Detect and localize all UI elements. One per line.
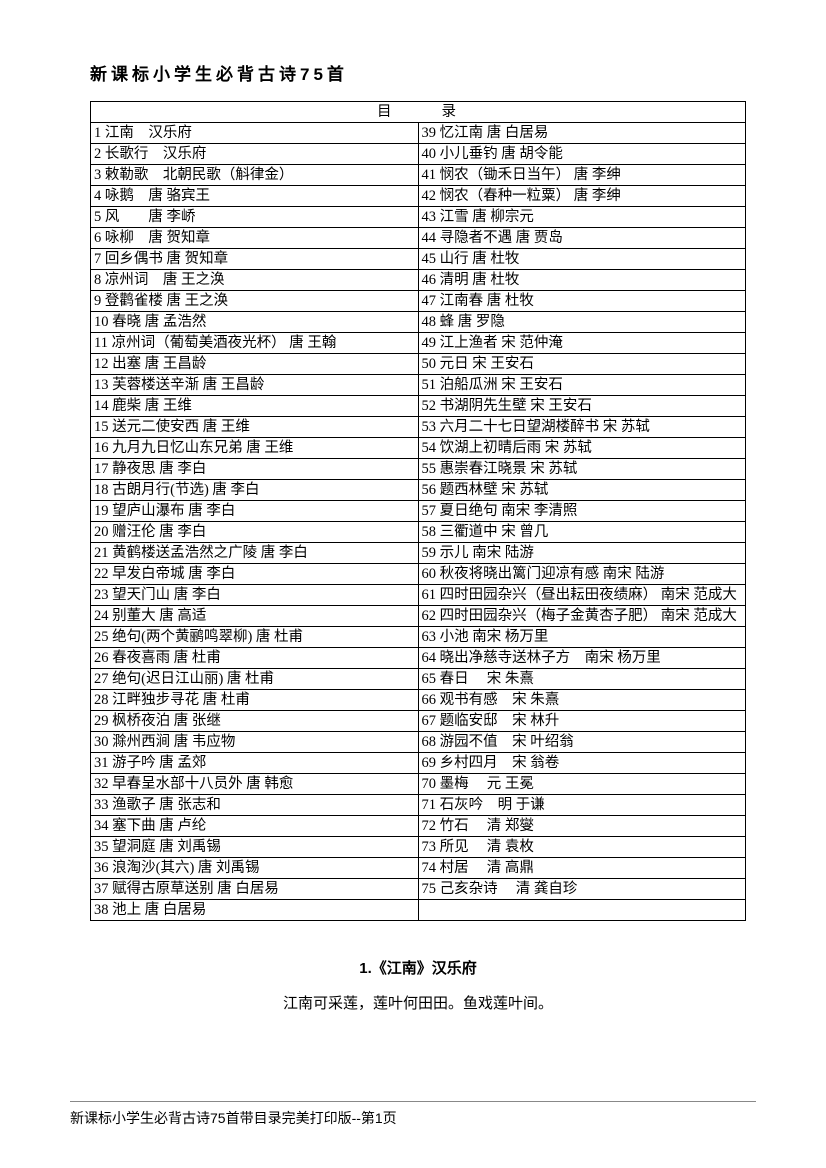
toc-cell-left: 32 早春呈水部十八员外 唐 韩愈 — [91, 774, 419, 795]
toc-cell-left: 13 芙蓉楼送辛渐 唐 王昌龄 — [91, 375, 419, 396]
toc-cell-right: 66 观书有感 宋 朱熹 — [418, 690, 746, 711]
toc-cell-left: 6 咏柳 唐 贺知章 — [91, 228, 419, 249]
toc-cell-right: 75 己亥杂诗 清 龚自珍 — [418, 879, 746, 900]
toc-cell-right: 44 寻隐者不遇 唐 贾岛 — [418, 228, 746, 249]
toc-cell-right: 51 泊船瓜洲 宋 王安石 — [418, 375, 746, 396]
toc-cell-left: 19 望庐山瀑布 唐 李白 — [91, 501, 419, 522]
toc-cell-right: 54 饮湖上初晴后雨 宋 苏轼 — [418, 438, 746, 459]
page-footer: 新课标小学生必背古诗75首带目录完美打印版--第1页 — [70, 1101, 756, 1128]
toc-cell-right: 46 清明 唐 杜牧 — [418, 270, 746, 291]
toc-cell-left: 14 鹿柴 唐 王维 — [91, 396, 419, 417]
toc-cell-left: 31 游子吟 唐 孟郊 — [91, 753, 419, 774]
toc-cell-right: 60 秋夜将晓出篱门迎凉有感 南宋 陆游 — [418, 564, 746, 585]
toc-cell-left: 15 送元二使安西 唐 王维 — [91, 417, 419, 438]
toc-cell-right: 43 江雪 唐 柳宗元 — [418, 207, 746, 228]
toc-table: 目录 1 江南 汉乐府39 忆江南 唐 白居易2 长歌行 汉乐府40 小儿垂钓 … — [90, 101, 746, 921]
toc-cell-right: 68 游园不值 宋 叶绍翁 — [418, 732, 746, 753]
toc-cell-right: 47 江南春 唐 杜牧 — [418, 291, 746, 312]
toc-cell-left: 2 长歌行 汉乐府 — [91, 144, 419, 165]
toc-cell-left: 36 浪淘沙(其六) 唐 刘禹锡 — [91, 858, 419, 879]
toc-cell-left: 38 池上 唐 白居易 — [91, 900, 419, 921]
toc-cell-right: 59 示儿 南宋 陆游 — [418, 543, 746, 564]
toc-cell-left: 9 登鹳雀楼 唐 王之涣 — [91, 291, 419, 312]
toc-cell-right: 57 夏日绝句 南宋 李清照 — [418, 501, 746, 522]
toc-cell-right: 42 悯农（春种一粒粟） 唐 李绅 — [418, 186, 746, 207]
toc-cell-left: 11 凉州词（葡萄美酒夜光杯） 唐 王翰 — [91, 333, 419, 354]
toc-cell-left: 8 凉州词 唐 王之涣 — [91, 270, 419, 291]
toc-cell-right: 61 四时田园杂兴（昼出耘田夜绩麻） 南宋 范成大 — [418, 585, 746, 606]
toc-cell-right: 63 小池 南宋 杨万里 — [418, 627, 746, 648]
toc-cell-left: 1 江南 汉乐府 — [91, 123, 419, 144]
toc-cell-right: 39 忆江南 唐 白居易 — [418, 123, 746, 144]
toc-header: 目录 — [91, 102, 746, 123]
toc-cell-right: 73 所见 清 袁枚 — [418, 837, 746, 858]
page-title: 新课标小学生必背古诗75首 — [90, 60, 746, 85]
toc-cell-right: 74 村居 清 高鼎 — [418, 858, 746, 879]
toc-cell-left: 17 静夜思 唐 李白 — [91, 459, 419, 480]
toc-cell-left: 37 赋得古原草送别 唐 白居易 — [91, 879, 419, 900]
toc-cell-right: 56 题西林壁 宋 苏轼 — [418, 480, 746, 501]
toc-cell-left: 12 出塞 唐 王昌龄 — [91, 354, 419, 375]
toc-cell-right: 53 六月二十七日望湖楼醉书 宋 苏轼 — [418, 417, 746, 438]
toc-cell-left: 18 古朗月行(节选) 唐 李白 — [91, 480, 419, 501]
toc-cell-left: 16 九月九日忆山东兄弟 唐 王维 — [91, 438, 419, 459]
poem-text: 江南可采莲，莲叶何田田。鱼戏莲叶间。 — [90, 992, 746, 1013]
toc-cell-left: 24 别董大 唐 高适 — [91, 606, 419, 627]
toc-cell-right: 48 蜂 唐 罗隐 — [418, 312, 746, 333]
toc-cell-right: 65 春日 宋 朱熹 — [418, 669, 746, 690]
toc-cell-left: 26 春夜喜雨 唐 杜甫 — [91, 648, 419, 669]
toc-cell-left: 34 塞下曲 唐 卢纶 — [91, 816, 419, 837]
toc-cell-left: 23 望天门山 唐 李白 — [91, 585, 419, 606]
toc-cell-left: 21 黄鹤楼送孟浩然之广陵 唐 李白 — [91, 543, 419, 564]
toc-cell-left: 29 枫桥夜泊 唐 张继 — [91, 711, 419, 732]
toc-cell-right: 72 竹石 清 郑燮 — [418, 816, 746, 837]
toc-cell-right: 45 山行 唐 杜牧 — [418, 249, 746, 270]
toc-cell-left: 33 渔歌子 唐 张志和 — [91, 795, 419, 816]
toc-cell-right: 64 晓出净慈寺送林子方 南宋 杨万里 — [418, 648, 746, 669]
toc-cell-left: 10 春晓 唐 孟浩然 — [91, 312, 419, 333]
toc-cell-left: 3 敕勒歌 北朝民歌（斛律金） — [91, 165, 419, 186]
toc-cell-right: 62 四时田园杂兴（梅子金黄杏子肥） 南宋 范成大 — [418, 606, 746, 627]
poem-title: 1.《江南》汉乐府 — [90, 957, 746, 978]
toc-cell-left: 25 绝句(两个黄鹂鸣翠柳) 唐 杜甫 — [91, 627, 419, 648]
toc-cell-right: 70 墨梅 元 王冕 — [418, 774, 746, 795]
toc-cell-right: 69 乡村四月 宋 翁卷 — [418, 753, 746, 774]
toc-cell-right: 71 石灰吟 明 于谦 — [418, 795, 746, 816]
toc-cell-right: 67 题临安邸 宋 林升 — [418, 711, 746, 732]
toc-cell-right: 52 书湖阴先生壁 宋 王安石 — [418, 396, 746, 417]
toc-cell-right: 58 三衢道中 宋 曾几 — [418, 522, 746, 543]
toc-cell-right: 40 小儿垂钓 唐 胡令能 — [418, 144, 746, 165]
toc-cell-right: 49 江上渔者 宋 范仲淹 — [418, 333, 746, 354]
toc-cell-left: 30 滁州西涧 唐 韦应物 — [91, 732, 419, 753]
toc-cell-left: 28 江畔独步寻花 唐 杜甫 — [91, 690, 419, 711]
toc-cell-left: 7 回乡偶书 唐 贺知章 — [91, 249, 419, 270]
toc-cell-left: 22 早发白帝城 唐 李白 — [91, 564, 419, 585]
toc-cell-left: 27 绝句(迟日江山丽) 唐 杜甫 — [91, 669, 419, 690]
toc-cell-right: 50 元日 宋 王安石 — [418, 354, 746, 375]
toc-cell-right: 55 惠崇春江晓景 宋 苏轼 — [418, 459, 746, 480]
toc-cell-left: 5 风 唐 李峤 — [91, 207, 419, 228]
toc-cell-right — [418, 900, 746, 921]
toc-cell-left: 20 赠汪伦 唐 李白 — [91, 522, 419, 543]
toc-cell-left: 4 咏鹅 唐 骆宾王 — [91, 186, 419, 207]
toc-cell-right: 41 悯农（锄禾日当午） 唐 李绅 — [418, 165, 746, 186]
toc-cell-left: 35 望洞庭 唐 刘禹锡 — [91, 837, 419, 858]
